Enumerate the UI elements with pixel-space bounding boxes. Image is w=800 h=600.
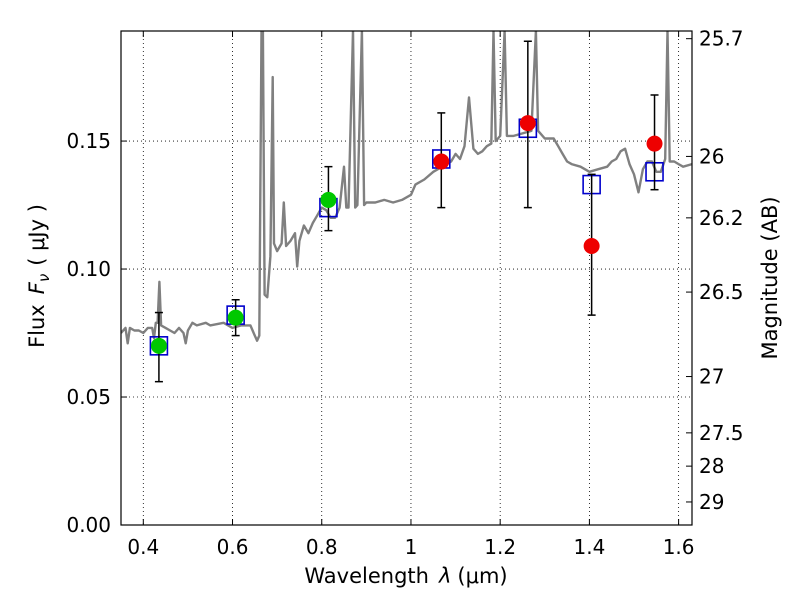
y-tick-label-1: 0.05 [66, 385, 111, 409]
green-point-1 [227, 309, 244, 326]
y-tick-label-3: 0.15 [66, 129, 111, 153]
ticks: 0.4 0.6 0.8 1 1.2 1.4 1.6 0.00 0.05 0.10 0.15 25.7 2… [66, 27, 743, 559]
y2-tick-label-1: 26 [699, 144, 724, 168]
data-layer [121, 31, 692, 383]
x-axis-title: Wavelength λ (μm) [304, 564, 507, 588]
y2-tick-label-2: 26.2 [699, 206, 744, 230]
y2-axis-title: Magnitude (AB) [758, 196, 782, 359]
plot-frame [120, 30, 693, 526]
y2-tick-label-7: 29 [699, 490, 724, 514]
x-tick-label-6: 1.6 [663, 535, 695, 559]
red-point-1 [519, 115, 536, 132]
red-point-3 [646, 135, 663, 152]
x-tick-label-3: 1 [405, 535, 418, 559]
y-axis-title: FluxFν( μJy ) [25, 204, 53, 348]
green-point-2 [320, 191, 337, 208]
x-tick-label-1: 0.6 [217, 535, 249, 559]
y2-tick-label-6: 28 [699, 454, 724, 478]
y2-tick-label-0: 25.7 [699, 27, 744, 51]
spectrum-line [121, 31, 692, 345]
x-tick-label-5: 1.4 [573, 535, 605, 559]
x-tick-label-4: 1.2 [484, 535, 516, 559]
red-point-2 [583, 238, 600, 255]
green-point-0 [150, 337, 167, 354]
red-point-0 [433, 153, 450, 170]
y-tick-label-0: 0.00 [66, 513, 111, 537]
y-tick-label-2: 0.10 [66, 257, 111, 281]
y2-tick-label-5: 27.5 [699, 421, 744, 445]
x-tick-label-2: 0.8 [306, 535, 338, 559]
y2-tick-label-3: 26.5 [699, 280, 744, 304]
plot-background [121, 31, 692, 525]
x-tick-label-0: 0.4 [127, 535, 159, 559]
y2-tick-label-4: 27 [699, 365, 724, 389]
